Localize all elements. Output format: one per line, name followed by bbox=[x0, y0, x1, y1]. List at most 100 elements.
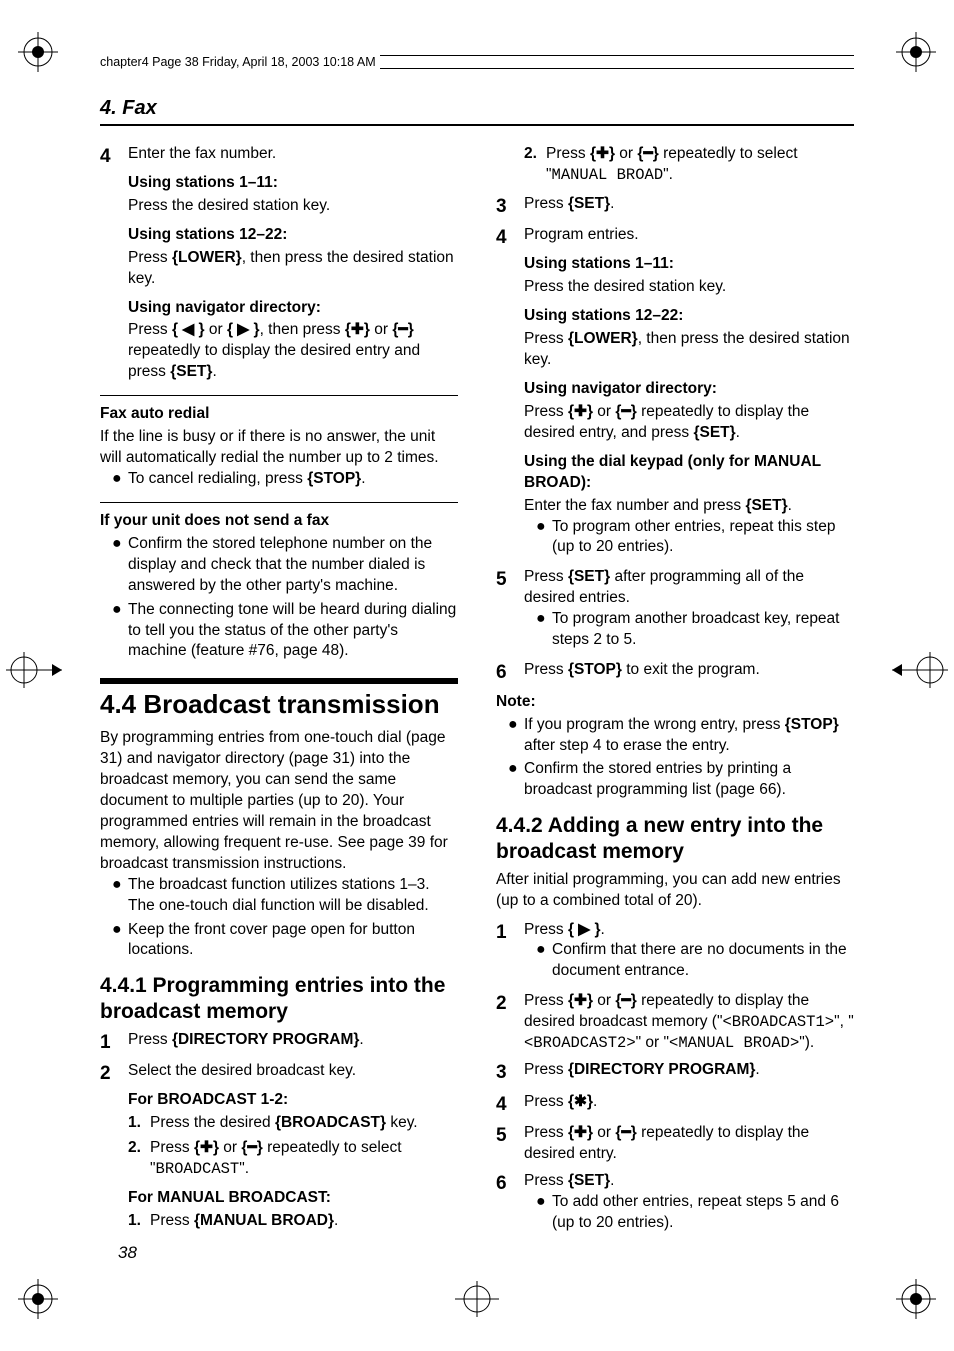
body-text: Press {LOWER}, then press the desired st… bbox=[128, 248, 458, 290]
key-label: {SET} bbox=[568, 195, 610, 212]
step-number: 1 bbox=[496, 920, 524, 986]
bullet-item: ●The broadcast function utilizes station… bbox=[112, 875, 458, 917]
bullet-item: ●To add other entries, repeat steps 5 an… bbox=[536, 1192, 854, 1234]
bullet-icon: ● bbox=[112, 875, 128, 917]
page-number: 38 bbox=[118, 1243, 137, 1263]
key-label: {SET} bbox=[170, 363, 212, 380]
key-label: {BROADCAST} bbox=[275, 1114, 386, 1131]
key-label: {✚} bbox=[345, 321, 370, 338]
step-6: 6 Press {STOP} to exit the program. bbox=[496, 660, 854, 686]
subsection-heading: 4.4.1 Programming entries into the broad… bbox=[100, 973, 458, 1023]
chapter-title: 4. Fax bbox=[100, 97, 854, 126]
mono-text: MANUAL BROAD bbox=[552, 166, 664, 184]
bullet-item: ●Confirm that there are no documents in … bbox=[536, 940, 854, 982]
sub-heading: If your unit does not send a fax bbox=[100, 511, 458, 532]
key-label: {━} bbox=[392, 321, 413, 338]
content-columns: 4 Enter the fax number. Using stations 1… bbox=[100, 144, 854, 1243]
step-text: Press {SET} after programming all of the… bbox=[524, 567, 854, 609]
step-4: 4 Program entries. Using stations 1–11: … bbox=[496, 225, 854, 561]
key-label: {SET} bbox=[745, 497, 787, 514]
body-text: By programming entries from one-touch di… bbox=[100, 728, 458, 874]
register-mark-icon bbox=[890, 650, 950, 690]
running-header: chapter4 Page 38 Friday, April 18, 2003 … bbox=[100, 55, 854, 69]
key-label: {LOWER} bbox=[568, 330, 638, 347]
bullet-icon: ● bbox=[536, 609, 552, 651]
body-text: Press the desired station key. bbox=[524, 277, 854, 298]
sub-heading: Using stations 1–11: bbox=[524, 254, 854, 275]
divider bbox=[100, 395, 458, 396]
page: chapter4 Page 38 Friday, April 18, 2003 … bbox=[0, 0, 954, 1351]
sub-heading: For MANUAL BROADCAST: bbox=[128, 1188, 458, 1209]
key-label: {✚} bbox=[568, 1124, 593, 1141]
step-number: 4 bbox=[496, 1092, 524, 1118]
key-label: {SET} bbox=[568, 1172, 610, 1189]
key-label: {✚} bbox=[568, 403, 593, 420]
step-text: Select the desired broadcast key. bbox=[128, 1061, 458, 1082]
continuation: 2.Press {✚} or {━} repeatedly to select … bbox=[524, 144, 854, 186]
key-label: {DIRECTORY PROGRAM} bbox=[172, 1031, 359, 1048]
step-number: 3 bbox=[496, 1060, 524, 1086]
step-number: 4 bbox=[100, 144, 128, 383]
sub-step: 2.Press {✚} or {━} repeatedly to select … bbox=[128, 1138, 458, 1180]
step-4: 4 Enter the fax number. Using stations 1… bbox=[100, 144, 458, 383]
sub-heading: Using stations 12–22: bbox=[524, 306, 854, 327]
body-text: Press {✚} or {━} repeatedly to display t… bbox=[524, 402, 854, 444]
step-number: 1 bbox=[100, 1030, 128, 1056]
sub-heading: Fax auto redial bbox=[100, 404, 458, 425]
body-text: If the line is busy or if there is no an… bbox=[100, 427, 458, 469]
sub-step: 2.Press {✚} or {━} repeatedly to select … bbox=[524, 144, 854, 186]
section-divider bbox=[100, 678, 458, 684]
key-label: {STOP} bbox=[785, 716, 839, 733]
sub-heading: For BROADCAST 1-2: bbox=[128, 1090, 458, 1111]
key-label: {✱} bbox=[568, 1093, 593, 1110]
body-text: Press {LOWER}, then press the desired st… bbox=[524, 329, 854, 371]
crop-mark-icon bbox=[18, 1279, 58, 1319]
step-2: 2 Press {✚} or {━} repeatedly to display… bbox=[496, 991, 854, 1054]
key-label: {DIRECTORY PROGRAM} bbox=[568, 1061, 755, 1078]
key-label: { ◀ } bbox=[172, 321, 205, 338]
step-5: 5 Press {✚} or {━} repeatedly to display… bbox=[496, 1123, 854, 1165]
step-text: Press {SET}. bbox=[524, 1171, 854, 1192]
step-number: 5 bbox=[496, 567, 524, 654]
running-header-text: chapter4 Page 38 Friday, April 18, 2003 … bbox=[100, 55, 380, 69]
divider bbox=[100, 502, 458, 503]
bullet-icon: ● bbox=[536, 517, 552, 559]
bullet-icon: ● bbox=[112, 600, 128, 663]
body-text: After initial programming, you can add n… bbox=[496, 870, 854, 912]
step-2: 2 Select the desired broadcast key. For … bbox=[100, 1061, 458, 1235]
bullet-item: ●Confirm the stored entries by printing … bbox=[508, 759, 854, 801]
step-text: Enter the fax number. bbox=[128, 144, 458, 165]
step-1: 1 Press { ▶ }. ●Confirm that there are n… bbox=[496, 920, 854, 986]
crop-mark-icon bbox=[896, 1279, 936, 1319]
sub-heading: Using stations 1–11: bbox=[128, 173, 458, 194]
key-label: {✚} bbox=[194, 1139, 219, 1156]
left-column: 4 Enter the fax number. Using stations 1… bbox=[100, 144, 458, 1243]
step-number: 3 bbox=[496, 194, 524, 220]
body-text: Press the desired station key. bbox=[128, 196, 458, 217]
sub-heading: Using navigator directory: bbox=[128, 298, 458, 319]
key-label: {━} bbox=[637, 145, 658, 162]
mono-text: <BROADCAST2> bbox=[524, 1034, 636, 1052]
key-label: {STOP} bbox=[307, 470, 361, 487]
crop-mark-icon bbox=[896, 32, 936, 72]
bullet-icon: ● bbox=[112, 534, 128, 597]
key-label: {MANUAL BROAD} bbox=[194, 1212, 334, 1229]
step-number: 6 bbox=[496, 1171, 524, 1237]
bullet-icon: ● bbox=[112, 469, 128, 490]
key-label: {✚} bbox=[568, 992, 593, 1009]
register-mark-icon bbox=[447, 1279, 507, 1319]
note-heading: Note: bbox=[496, 692, 854, 713]
key-label: {━} bbox=[241, 1139, 262, 1156]
step-4: 4 Press {✱}. bbox=[496, 1092, 854, 1118]
step-number: 6 bbox=[496, 660, 524, 686]
bullet-item: ●To cancel redialing, press {STOP}. bbox=[112, 469, 458, 490]
step-number: 2 bbox=[496, 991, 524, 1054]
step-number: 4 bbox=[496, 225, 524, 561]
step-5: 5 Press {SET} after programming all of t… bbox=[496, 567, 854, 654]
key-label: {STOP} bbox=[568, 661, 622, 678]
section-heading: 4.4 Broadcast transmission bbox=[100, 690, 458, 720]
step-text: Press { ▶ }. bbox=[524, 920, 854, 941]
key-label: {SET} bbox=[568, 568, 610, 585]
key-label: {━} bbox=[615, 992, 636, 1009]
subsection-heading: 4.4.2 Adding a new entry into the broadc… bbox=[496, 813, 854, 863]
